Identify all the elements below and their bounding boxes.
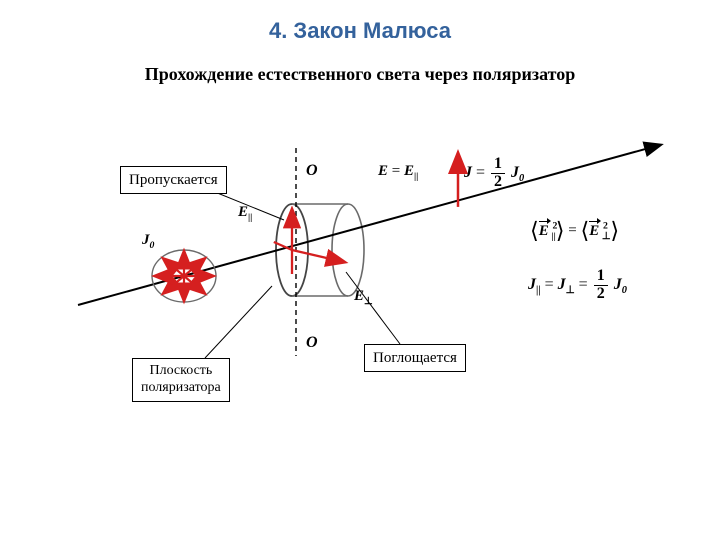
label-j0: J0 (142, 232, 154, 251)
eq-j-par-perp: J|| = J⊥ = 12 J0 (528, 268, 627, 303)
axis-label-o-top: O (306, 162, 318, 180)
page-subtitle: Прохождение естественного света через по… (0, 64, 720, 85)
label-plane-line2: поляризатора (141, 380, 221, 395)
label-absorb-text: Поглощается (373, 350, 457, 366)
eq-j-half-j0: J = 12 J0 (464, 156, 524, 191)
label-plane: Плоскость поляризатора (132, 358, 230, 402)
label-e-perp: E⊥ (354, 288, 373, 307)
eq-e2-avg-equal: ⟨E 2||⟩ = ⟨E 2⊥⟩ (530, 218, 619, 244)
axis-label-o-bottom: O (306, 334, 318, 352)
label-e-parallel: E|| (238, 204, 252, 223)
label-pass-text: Пропускается (129, 172, 218, 188)
label-absorb: Поглощается (364, 344, 466, 372)
label-plane-line1: Плоскость (149, 363, 212, 378)
page-title: 4. Закон Малюса (0, 18, 720, 44)
label-pass: Пропускается (120, 166, 227, 194)
eq-e-eparallel: E = E|| (378, 163, 418, 182)
